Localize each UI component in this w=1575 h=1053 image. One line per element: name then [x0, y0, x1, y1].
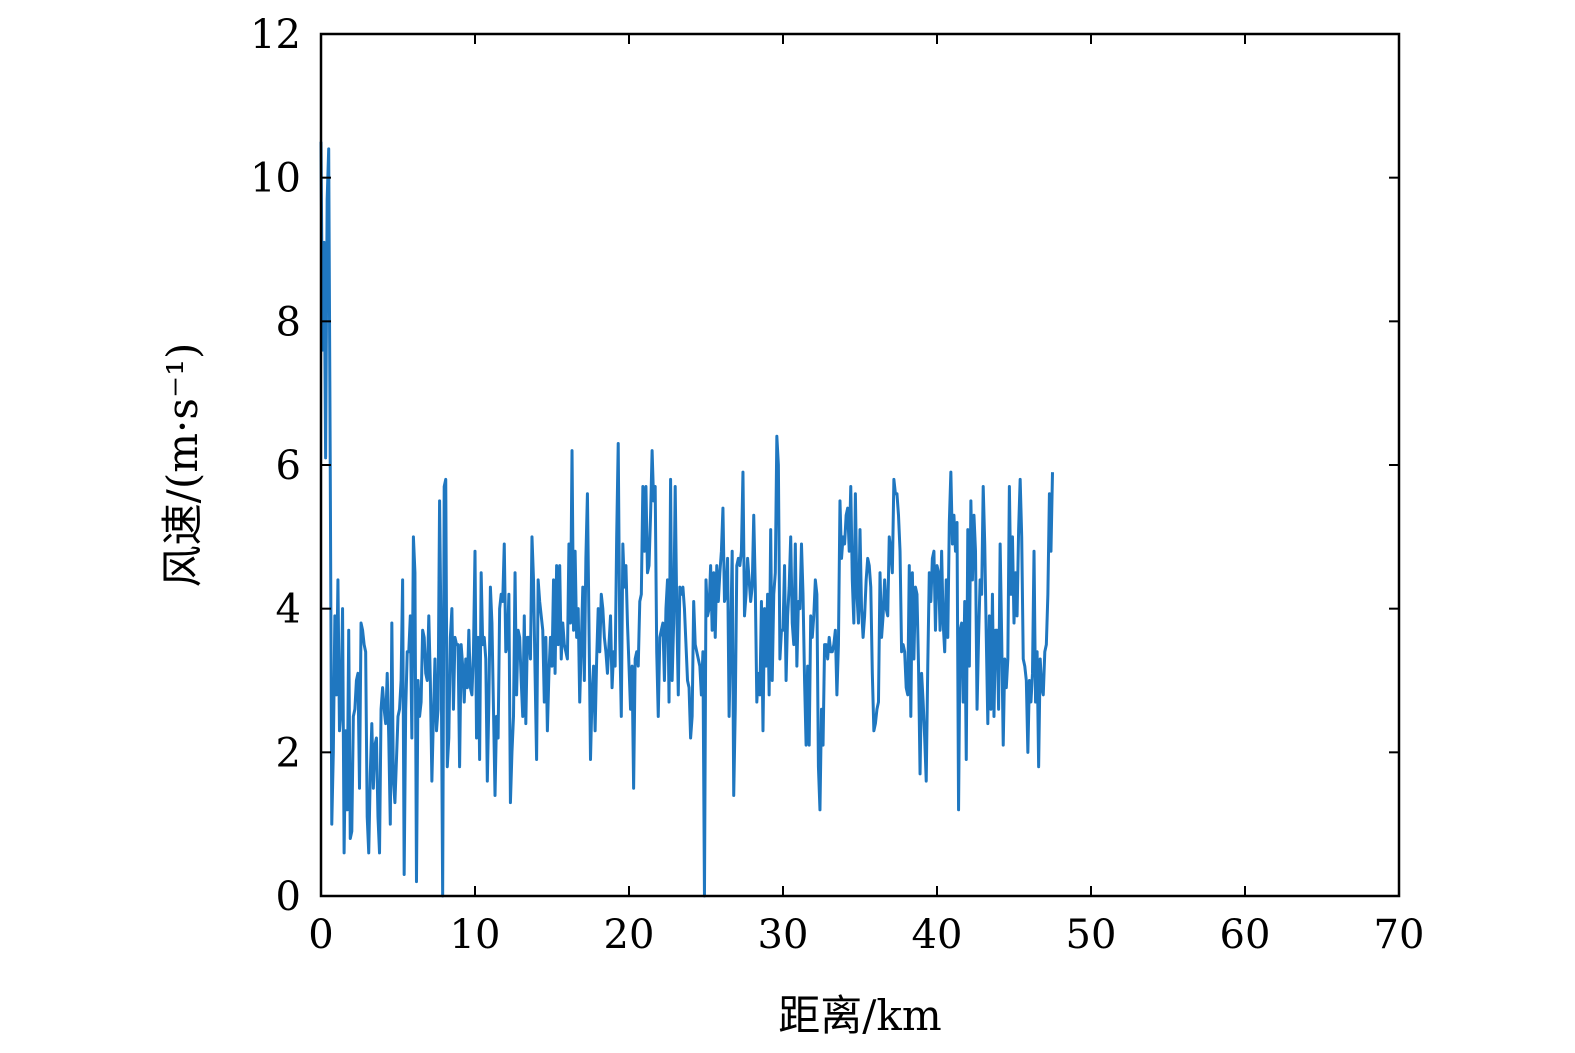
plot-series [319, 141, 1054, 898]
y-tick-label: 2 [276, 730, 301, 776]
x-tick-label: 0 [308, 912, 333, 958]
y-tick-label: 10 [250, 156, 301, 202]
plot-frame [319, 32, 1401, 898]
x-tick-label: 30 [758, 912, 809, 958]
series-line-0 [319, 141, 1054, 898]
x-tick-label: 10 [450, 912, 501, 958]
x-axis-title: 距离/km [778, 991, 941, 1040]
y-tick-label: 6 [276, 443, 301, 489]
y-tick-label: 0 [276, 874, 301, 920]
x-tick-label: 40 [912, 912, 963, 958]
y-tick-label: 12 [250, 12, 301, 58]
y-axis-title: 风速/(m·s⁻¹) [158, 343, 207, 588]
axis-ticks: 0 10 20 30 40 50 60 70 0 2 4 6 8 10 12 [250, 12, 1424, 958]
x-tick-label: 20 [604, 912, 655, 958]
x-tick-label: 70 [1374, 912, 1425, 958]
x-tick-label: 60 [1220, 912, 1271, 958]
y-tick-label: 4 [276, 587, 301, 633]
y-tick-label: 8 [276, 299, 301, 345]
x-tick-label: 50 [1066, 912, 1117, 958]
